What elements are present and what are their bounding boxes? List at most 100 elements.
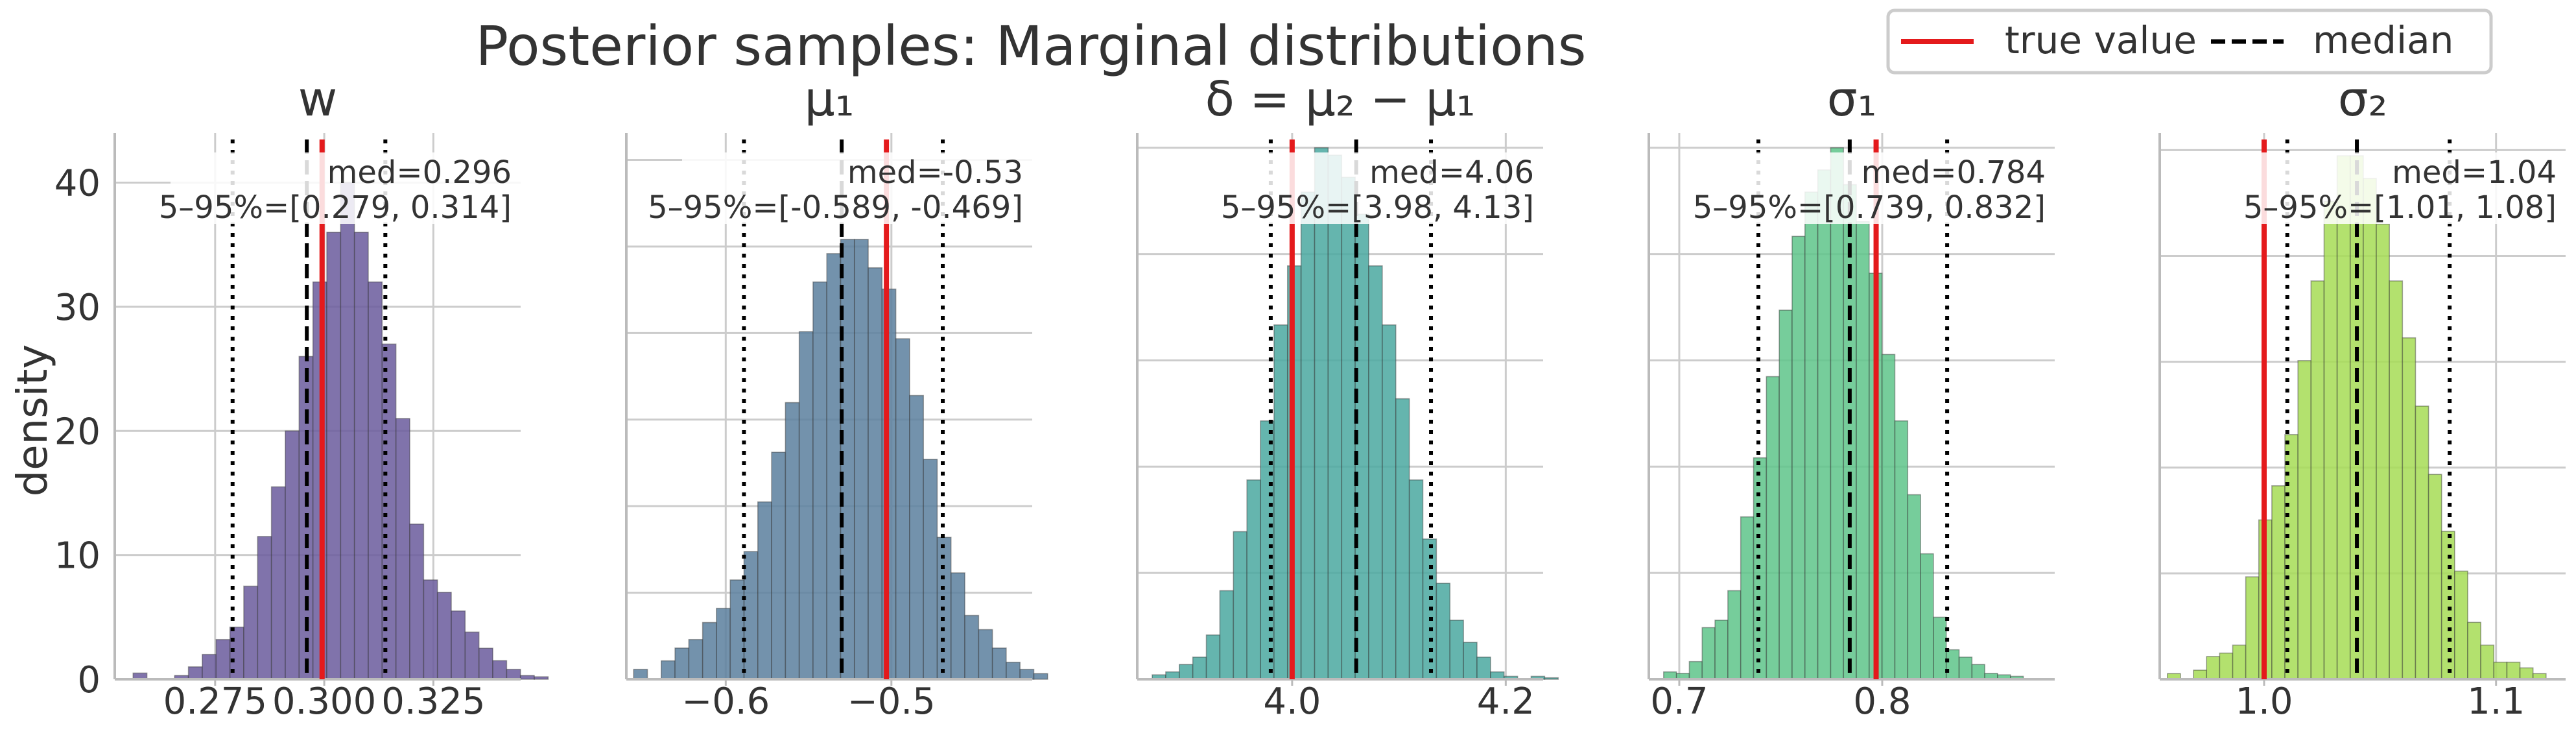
histogram-bar — [1219, 590, 1235, 680]
histogram-bar — [826, 253, 842, 680]
histogram-bar — [1907, 494, 1921, 680]
histogram-bar — [395, 418, 410, 680]
histogram-bar — [991, 647, 1007, 680]
histogram-bar — [729, 579, 745, 680]
histogram-bar — [478, 647, 493, 680]
panel-3: med=4.065–95%=[3.98, 4.13] δ = μ₂ − μ₁ 4.0… — [1136, 71, 1559, 723]
histogram-bar — [853, 239, 869, 680]
histogram-bar — [2506, 661, 2521, 680]
histogram-bar — [1179, 664, 1194, 680]
histogram-bar — [464, 631, 480, 680]
histogram-bar — [895, 338, 910, 680]
histogram-bar — [1791, 236, 1806, 680]
histogram-bar — [1740, 516, 1755, 680]
annotation-median: med=0.784 — [1861, 154, 2046, 191]
annotation-median: med=-0.53 — [847, 154, 1023, 191]
histogram-bar — [353, 232, 369, 680]
figure-title: Posterior samples: Marginal distribution… — [476, 14, 1587, 78]
x-tick-label: 1.0 — [2235, 681, 2293, 723]
histogram-bar — [257, 536, 272, 680]
histogram-bar — [270, 486, 286, 680]
histogram-bar — [2336, 155, 2351, 680]
panel-title: μ₁ — [805, 71, 855, 127]
annotation-interval: 5–95%=[-0.589, -0.469] — [648, 189, 1023, 226]
histogram-bar — [1327, 154, 1343, 680]
x-tick-label: 0.300 — [272, 681, 376, 723]
histogram-bar — [409, 523, 425, 680]
histogram-bar — [757, 501, 772, 680]
histogram-bar — [1688, 660, 1703, 680]
histogram-bar — [1033, 673, 1048, 680]
histogram-bar — [1233, 531, 1247, 680]
histogram-bar — [506, 668, 521, 680]
x-tick-label: 0.7 — [1650, 681, 1708, 723]
histogram-bar — [451, 610, 466, 680]
histogram-bar — [1476, 657, 1491, 680]
histogram-bar — [285, 430, 300, 680]
histogram-bar — [923, 459, 938, 680]
histogram-bar — [2428, 474, 2442, 680]
histogram-bar — [423, 579, 438, 680]
histogram-bar — [1817, 169, 1832, 680]
annotation-median: med=0.296 — [327, 154, 512, 191]
panel-title: σ₁ — [1827, 71, 1877, 127]
x-tick-label: 1.1 — [2467, 681, 2525, 723]
histogram-bar — [743, 551, 759, 680]
histogram-bar — [2467, 622, 2481, 680]
x-tick-label: 4.0 — [1263, 681, 1321, 723]
histogram-bar — [2480, 644, 2495, 680]
legend-true-value-label: true value — [2005, 18, 2197, 62]
histogram-bar — [187, 666, 203, 680]
histogram-bar — [1395, 398, 1410, 680]
histogram-bar — [1368, 265, 1383, 680]
histogram-bar — [243, 585, 259, 680]
histogram-bar — [436, 592, 452, 680]
histogram-bar — [1382, 324, 1397, 680]
panel-title: δ = μ₂ − μ₁ — [1205, 71, 1476, 127]
annotation-box — [171, 152, 521, 224]
y-tick-label: 30 — [54, 287, 100, 329]
histogram-bar — [1006, 661, 1021, 680]
histogram-bar — [1449, 620, 1464, 680]
y-tick-label: 20 — [54, 411, 100, 453]
panel-2: med=-0.535–95%=[-0.589, -0.469] μ₁ −0.6 −0.… — [625, 71, 1048, 723]
histogram-bar — [2389, 280, 2404, 680]
y-tick-label: 10 — [54, 535, 100, 577]
histogram-bar — [2402, 337, 2416, 680]
histogram-bar — [2323, 200, 2338, 680]
annotation-box — [682, 152, 1032, 224]
histogram-bar — [661, 660, 676, 680]
histogram-bar — [868, 267, 883, 680]
histogram-bar — [2219, 652, 2234, 680]
annotation-box — [1193, 152, 1543, 224]
histogram-bar — [1544, 677, 1559, 680]
histogram-bar — [2415, 405, 2429, 680]
histogram-bar — [1804, 191, 1819, 680]
y-axis-label: density — [9, 344, 57, 497]
histogram-bar — [2376, 223, 2390, 680]
histogram-bar — [2232, 644, 2247, 680]
histogram-bar — [950, 572, 965, 680]
legend-frame — [1886, 8, 2493, 75]
histogram-bar — [1894, 420, 1909, 680]
y-tick-label: 40 — [54, 163, 100, 205]
histogram-bar — [1714, 620, 1729, 680]
panel-title: σ₂ — [2338, 71, 2388, 127]
histogram-bar — [340, 182, 355, 680]
histogram-bar — [688, 638, 703, 680]
legend-median-label: median — [2313, 18, 2453, 62]
histogram-bar — [1920, 553, 1934, 680]
histogram-bar — [1436, 583, 1451, 680]
histogram-bar — [492, 660, 508, 680]
y-tick-label: 0 — [77, 659, 100, 701]
x-tick-label: 0.8 — [1853, 681, 1911, 723]
histogram-bar — [1881, 354, 1896, 680]
histogram-bar — [1856, 221, 1870, 680]
annotation-median: med=1.04 — [2392, 154, 2557, 191]
histogram-bar — [785, 402, 800, 680]
histogram-bar — [1300, 191, 1316, 680]
histogram-bar — [1778, 309, 1793, 680]
histogram-bar — [1246, 479, 1261, 680]
